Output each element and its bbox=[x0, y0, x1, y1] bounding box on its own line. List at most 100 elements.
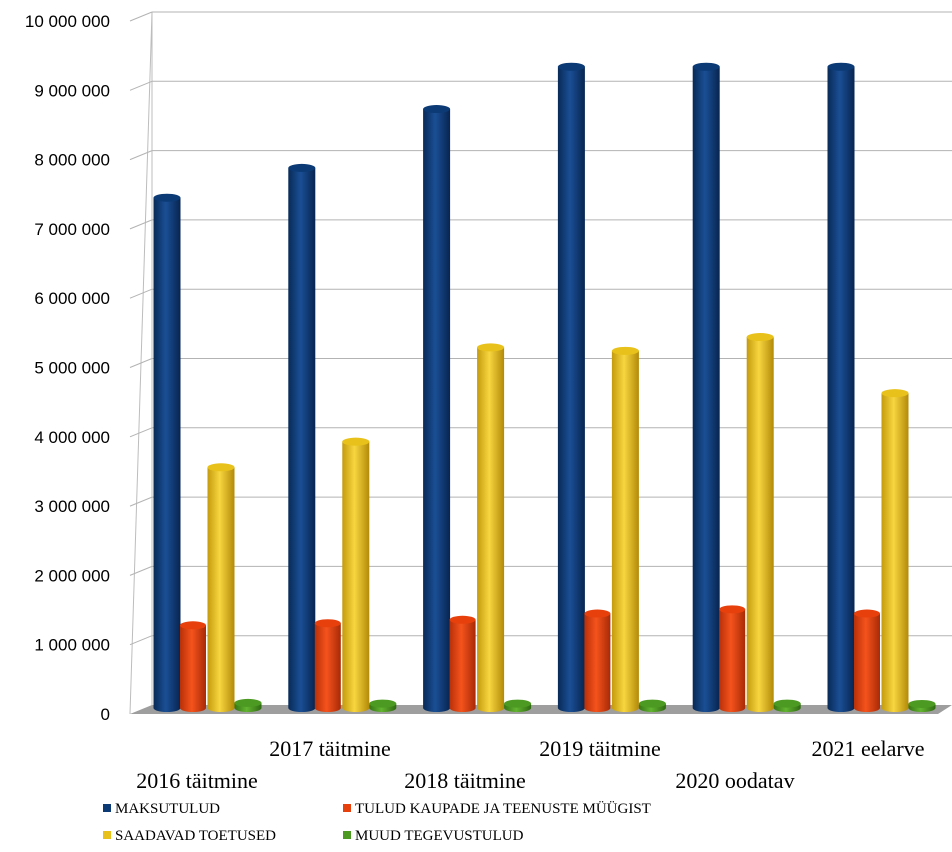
gridline-side bbox=[129, 635, 153, 646]
x-tick-label: 2016 täitmine bbox=[136, 768, 258, 793]
bar bbox=[611, 346, 639, 712]
gridline-side bbox=[129, 11, 153, 22]
y-tick-label: 4 000 000 bbox=[34, 428, 110, 447]
bar bbox=[827, 62, 855, 712]
bar-body bbox=[854, 613, 880, 712]
y-tick-label: 6 000 000 bbox=[34, 289, 110, 308]
bar-top bbox=[449, 615, 476, 624]
bar-top bbox=[369, 699, 397, 708]
bar-body bbox=[207, 467, 235, 712]
y-axis: 0 1 000 000 2 000 000 3 000 000 4 000 000 5 0… bbox=[25, 12, 110, 724]
legend-swatch bbox=[343, 831, 351, 839]
bar bbox=[746, 333, 774, 712]
y-tick-label: 10 000 000 bbox=[25, 12, 110, 31]
bar-top bbox=[477, 343, 505, 352]
bar-body bbox=[477, 347, 505, 712]
y-tick-label: 3 000 000 bbox=[34, 497, 110, 516]
y-tick-label: 7 000 000 bbox=[34, 220, 110, 239]
bar-top bbox=[827, 62, 855, 71]
gridline-side bbox=[129, 358, 153, 368]
bar bbox=[477, 343, 505, 712]
bar bbox=[881, 389, 909, 712]
bar-body bbox=[423, 109, 451, 712]
gridline-side bbox=[129, 219, 153, 230]
bar bbox=[180, 621, 206, 712]
bar bbox=[504, 699, 532, 712]
bar bbox=[153, 193, 181, 712]
bar-body bbox=[827, 66, 855, 712]
bar-body bbox=[746, 337, 774, 712]
bar bbox=[342, 437, 370, 712]
bar-body bbox=[557, 66, 585, 712]
bar-body bbox=[180, 625, 206, 712]
bar-top bbox=[881, 389, 909, 398]
legend-swatch bbox=[103, 831, 111, 839]
bar bbox=[692, 62, 720, 712]
gridline-side bbox=[129, 496, 153, 507]
bar bbox=[773, 699, 801, 712]
y-tick-label: 9 000 000 bbox=[34, 81, 110, 100]
y-tick-label: 8 000 000 bbox=[34, 151, 110, 170]
gridline-side bbox=[129, 565, 153, 576]
bar-top bbox=[504, 699, 532, 708]
bar bbox=[423, 105, 451, 712]
bar-top bbox=[584, 609, 611, 618]
bar bbox=[557, 62, 585, 712]
bar-body bbox=[611, 350, 639, 712]
bar-top bbox=[207, 463, 235, 472]
bar-body bbox=[881, 393, 909, 712]
y-tick-label: 0 bbox=[101, 705, 110, 724]
bar bbox=[369, 699, 397, 712]
bar-top bbox=[611, 346, 639, 355]
bar bbox=[234, 698, 262, 712]
y-tick-label: 5 000 000 bbox=[34, 359, 110, 378]
bar bbox=[207, 463, 235, 712]
legend-item: SAADAVAD TOETUSED bbox=[103, 828, 276, 844]
legend-label: MUUD TEGEVUSTULUD bbox=[355, 828, 524, 844]
bar bbox=[638, 699, 666, 712]
bar-top bbox=[314, 619, 341, 628]
bar-top bbox=[773, 699, 801, 708]
bar-body bbox=[342, 441, 370, 712]
bar bbox=[719, 605, 746, 712]
bar-top bbox=[423, 105, 451, 114]
legend-swatch bbox=[343, 804, 351, 812]
bar-top bbox=[746, 333, 774, 342]
bar-body bbox=[288, 167, 316, 713]
gridline-side bbox=[129, 80, 153, 91]
x-tick-label: 2018 täitmine bbox=[404, 768, 526, 793]
bar-top bbox=[692, 62, 720, 71]
y-tick-label: 1 000 000 bbox=[34, 636, 110, 655]
legend-label: SAADAVAD TOETUSED bbox=[115, 828, 276, 844]
bar-body bbox=[584, 613, 611, 712]
bar-top bbox=[854, 609, 880, 618]
legend-item: MAKSUTULUD bbox=[103, 801, 220, 817]
bar-body bbox=[314, 623, 341, 712]
bar bbox=[314, 619, 341, 712]
gridline-side bbox=[129, 150, 153, 161]
bar bbox=[854, 609, 880, 712]
y-tick-label: 2 000 000 bbox=[34, 566, 110, 585]
gridline-side bbox=[129, 427, 153, 438]
x-tick-label: 2017 täitmine bbox=[269, 736, 391, 761]
legend-item: MUUD TEGEVUSTULUD bbox=[343, 828, 524, 844]
bar-top bbox=[638, 699, 666, 708]
bar bbox=[584, 609, 611, 712]
bar-top bbox=[342, 437, 370, 446]
bar-top bbox=[557, 62, 585, 71]
bars bbox=[153, 62, 936, 713]
bar-top bbox=[234, 698, 262, 707]
bar bbox=[449, 615, 476, 712]
legend-label: MAKSUTULUD bbox=[115, 801, 220, 817]
bar-body bbox=[153, 197, 181, 712]
legend-swatch bbox=[103, 804, 111, 812]
bar-top bbox=[180, 621, 206, 630]
bar bbox=[288, 163, 316, 713]
bar-body bbox=[449, 619, 476, 712]
bar-body bbox=[719, 609, 746, 712]
x-tick-label: 2020 oodatav bbox=[675, 768, 794, 793]
legend: MAKSUTULUD TULUD KAUPADE JA TEENUSTE MÜÜG… bbox=[103, 800, 651, 844]
x-tick-label: 2021 eelarve bbox=[812, 736, 925, 761]
gridline-side bbox=[129, 288, 153, 299]
